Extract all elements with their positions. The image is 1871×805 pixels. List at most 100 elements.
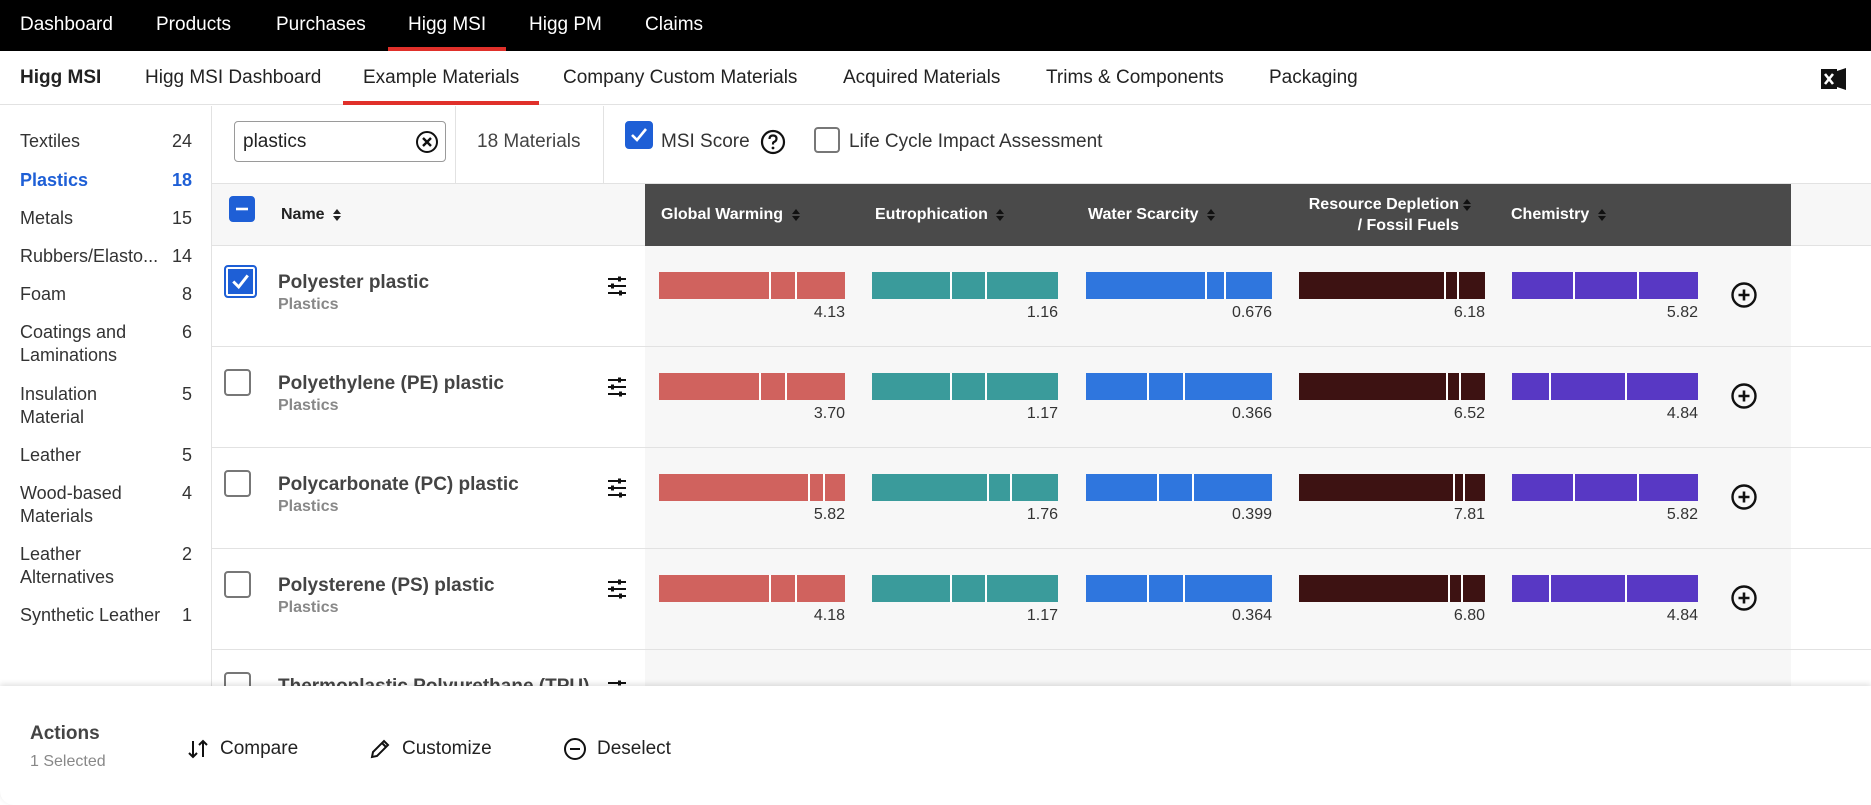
nav-claims[interactable]: Claims [645, 14, 704, 35]
gw-score-bar [659, 373, 845, 400]
ws-score-value: 0.676 [1231, 304, 1272, 321]
clear-search-icon[interactable] [415, 130, 439, 154]
sidebar-item-label: Leather Alternatives [20, 544, 115, 587]
sidebar-item-metals[interactable]: Metals 15 [20, 207, 192, 230]
bar-divider [1459, 373, 1461, 400]
material-name[interactable]: Thermoplastic Polyurethane (TPU) [278, 676, 589, 686]
name-column-header[interactable]: Name [281, 184, 342, 246]
water-scarcity-header[interactable]: Water Scarcity [1088, 184, 1216, 246]
sidebar-item-insulation[interactable]: Insulation Material 5 [20, 383, 192, 429]
bar-divider [1461, 575, 1463, 602]
table-row[interactable]: Polysterene (PS) plastic Plastics 4.18 1.17… [212, 549, 1871, 650]
sidebar-item-rubbers[interactable]: Rubbers/Elasto... 14 [20, 245, 192, 268]
nav-higg-msi[interactable]: Higg MSI [388, 0, 507, 51]
column-label: Global Warming [661, 206, 784, 223]
ch-score-bar [1512, 373, 1698, 400]
row-checkbox[interactable] [224, 672, 251, 686]
sidebar-item-label: Insulation Material [20, 384, 98, 427]
ws-score-bar [1086, 272, 1272, 299]
sidebar-item-count: 5 [181, 384, 192, 404]
adjust-sliders-icon[interactable] [606, 679, 628, 686]
row-checkbox[interactable] [224, 571, 251, 598]
tab-packaging[interactable]: Packaging [1269, 67, 1358, 88]
gw-score-value: 4.13 [813, 304, 845, 321]
rd-score-bar [1299, 272, 1485, 299]
bar-divider [795, 272, 797, 299]
nav-products[interactable]: Products [156, 14, 231, 35]
eu-score-bar [872, 474, 1058, 501]
check-icon [631, 128, 648, 142]
chemistry-header[interactable]: Chemistry [1511, 184, 1607, 246]
sidebar-item-coatings[interactable]: Coatings and Laminations 6 [20, 321, 192, 367]
ws-score-bar [1086, 474, 1272, 501]
add-circle-icon[interactable] [1730, 483, 1758, 511]
gw-score-value: 3.70 [813, 405, 845, 422]
rd-score-value: 6.52 [1453, 405, 1485, 422]
gw-score-bar [659, 474, 845, 501]
bar-divider [1573, 474, 1575, 501]
gw-score-bar [659, 575, 845, 602]
lca-checkbox[interactable] [814, 127, 840, 153]
add-circle-icon[interactable] [1730, 382, 1758, 410]
msi-score-checkbox[interactable] [625, 121, 653, 149]
select-all-checkbox[interactable] [229, 196, 255, 222]
material-name[interactable]: Polyethylene (PE) plastic [278, 373, 504, 394]
global-warming-header[interactable]: Global Warming [661, 184, 801, 246]
table-row[interactable]: Polyethylene (PE) plastic Plastics 3.70 1.1… [212, 347, 1871, 448]
tab-example-materials[interactable]: Example Materials [343, 51, 540, 105]
name-cell: Polycarbonate (PC) plastic Plastics [212, 448, 645, 548]
row-checkbox[interactable] [224, 470, 251, 497]
tab-company-custom-materials[interactable]: Company Custom Materials [563, 67, 798, 88]
search-input[interactable] [243, 130, 403, 154]
ch-score-bar [1512, 575, 1698, 602]
sidebar-item-label: Coatings and Laminations [20, 322, 127, 365]
help-icon[interactable] [760, 129, 786, 155]
metrics-cell: 3.70 1.17 0.366 6.52 4.84 [645, 347, 1791, 447]
adjust-sliders-icon[interactable] [606, 477, 628, 499]
sidebar-item-wood[interactable]: Wood-based Materials 4 [20, 482, 192, 528]
bar-divider [759, 373, 761, 400]
material-name[interactable]: Polycarbonate (PC) plastic [278, 474, 519, 495]
material-name[interactable]: Polysterene (PS) plastic [278, 575, 495, 596]
tab-trims-components[interactable]: Trims & Components [1046, 67, 1224, 88]
eutrophication-header[interactable]: Eutrophication [875, 184, 1005, 246]
row-checkbox[interactable] [224, 369, 251, 396]
nav-higg-pm[interactable]: Higg PM [529, 14, 602, 35]
compare-button[interactable]: Compare [186, 734, 298, 764]
sidebar-item-label: Foam [20, 284, 67, 304]
sidebar-item-leather-alternatives[interactable]: Leather Alternatives 2 [20, 543, 192, 589]
resource-depletion-header[interactable]: Resource Depletion / Fossil Fuels [1302, 184, 1472, 246]
deselect-label: Deselect [597, 738, 671, 759]
eu-score-value: 1.76 [1026, 506, 1058, 523]
material-name[interactable]: Polyester plastic [278, 272, 430, 293]
nav-dashboard[interactable]: Dashboard [20, 14, 113, 35]
table-row[interactable]: Polycarbonate (PC) plastic Plastics 5.82 1.… [212, 448, 1871, 549]
bar-divider [795, 575, 797, 602]
sidebar-item-label: Wood-based Materials [20, 483, 122, 526]
excel-icon[interactable] [1820, 65, 1848, 93]
sidebar-item-leather[interactable]: Leather 5 [20, 444, 192, 467]
name-cell: Polyester plastic Plastics [212, 246, 645, 346]
table-row[interactable]: Polyester plastic Plastics 4.13 1.16 0.676 6.… [212, 246, 1871, 347]
adjust-sliders-icon[interactable] [606, 578, 628, 600]
bar-divider [1157, 474, 1159, 501]
sidebar-item-foam[interactable]: Foam 8 [20, 283, 192, 306]
deselect-button[interactable]: Deselect [563, 734, 671, 764]
nav-purchases[interactable]: Purchases [276, 14, 366, 35]
table-row[interactable]: Thermoplastic Polyurethane (TPU) [212, 650, 1871, 686]
add-circle-icon[interactable] [1730, 281, 1758, 309]
adjust-sliders-icon[interactable] [606, 275, 628, 297]
customize-button[interactable]: Customize [368, 734, 492, 764]
add-circle-icon[interactable] [1730, 584, 1758, 612]
sidebar-item-synthetic-leather[interactable]: Synthetic Leather 1 [20, 604, 192, 627]
ch-score-bar [1512, 474, 1698, 501]
tab-higg-msi-dashboard[interactable]: Higg MSI Dashboard [145, 67, 322, 88]
eu-score-bar [872, 575, 1058, 602]
row-checkbox[interactable] [224, 265, 257, 298]
sidebar-item-plastics[interactable]: Plastics 18 [20, 169, 192, 192]
sidebar-item-textiles[interactable]: Textiles 24 [20, 130, 192, 153]
tab-acquired-materials[interactable]: Acquired Materials [843, 67, 1001, 88]
metrics-header: Global Warming Eutrophication Water Scar… [645, 184, 1791, 246]
adjust-sliders-icon[interactable] [606, 376, 628, 398]
name-header-label: Name [281, 206, 325, 223]
